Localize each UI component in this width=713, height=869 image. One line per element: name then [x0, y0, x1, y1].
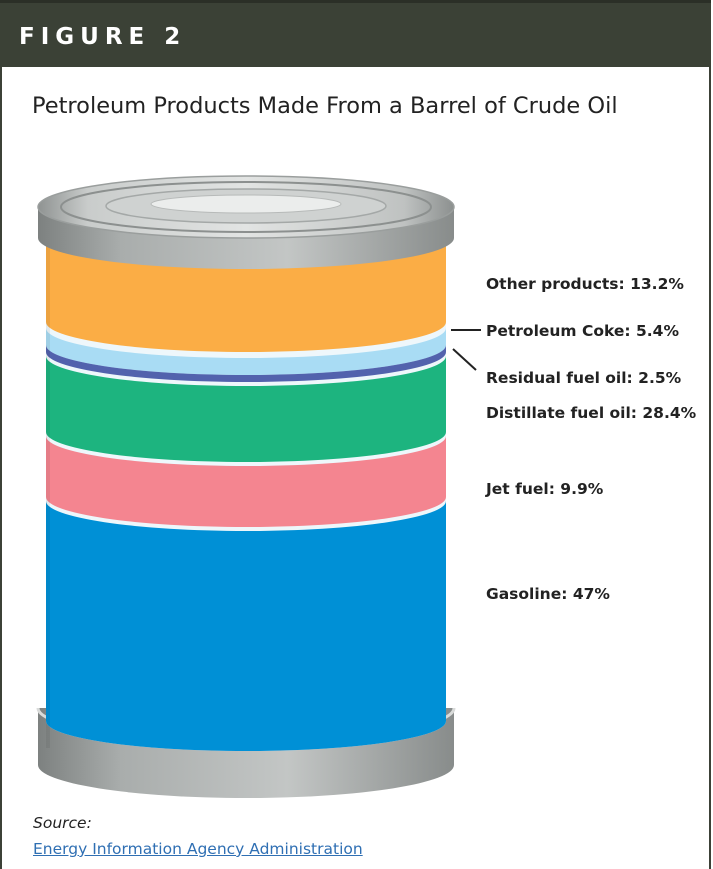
band-jet-fuel	[46, 436, 446, 527]
header-top-line	[0, 0, 711, 3]
source-link[interactable]: Energy Information Agency Administration	[33, 840, 363, 858]
label-other-products: Other products: 13.2%	[486, 275, 684, 293]
label-jet-fuel: Jet fuel: 9.9%	[485, 480, 604, 498]
can-left-shade	[46, 238, 50, 748]
label-petroleum-coke: Petroleum Coke: 5.4%	[486, 322, 679, 340]
leader-line-residual-fuel-oil	[452, 348, 477, 371]
can-lid	[37, 175, 455, 269]
figure-header: FIGURE 2	[0, 0, 711, 67]
band-petroleum-coke	[46, 328, 446, 375]
label-residual-fuel-oil: Residual fuel oil: 2.5%	[486, 369, 682, 387]
band-distillate-fuel-oil	[46, 356, 446, 462]
lid-inner-ring	[60, 181, 432, 233]
band-residual-fuel-oil	[46, 345, 446, 382]
chart-title: Petroleum Products Made From a Barrel of…	[32, 93, 618, 119]
figure-label: FIGURE 2	[19, 24, 187, 50]
leader-lines	[451, 329, 481, 371]
band-gasoline	[46, 501, 446, 751]
label-distillate-fuel-oil: Distillate fuel oil: 28.4%	[486, 404, 697, 422]
product-bands	[46, 238, 446, 751]
band-other-products	[46, 238, 446, 352]
label-gasoline: Gasoline: 47%	[486, 585, 610, 603]
source-label: Source:	[33, 814, 92, 832]
lid-center-highlight	[150, 194, 342, 214]
band-labels: Other products: 13.2% Petroleum Coke: 5.…	[485, 275, 697, 603]
